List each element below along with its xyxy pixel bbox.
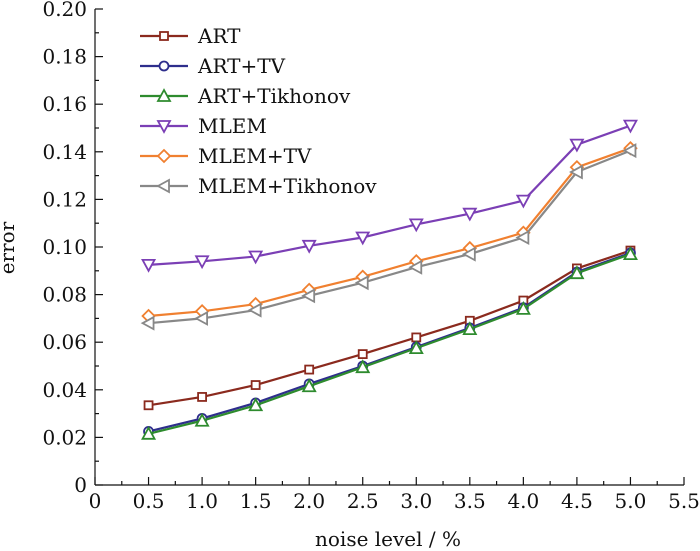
y-tick-label: 0.06: [42, 330, 87, 354]
y-tick-label: 0: [74, 473, 87, 497]
data-point-mlem-tikhonov: [569, 164, 583, 180]
ticks: 0 0.5 1.0 1.5 2.0 2.5 3.0 3.5 4.0 4.5 5.0 5.5 0 0.02 0…: [42, 0, 699, 513]
data-point-art-tikhonov: [462, 321, 478, 336]
legend: ART ART+TV ART+Tikhonov MLEM MLEM+TV MLEM+Tik…: [140, 24, 377, 198]
y-tick-label: 0.12: [42, 187, 87, 211]
series-art: [143, 245, 636, 411]
x-tick-label: 1.5: [240, 489, 272, 513]
x-tick-label: 4.5: [561, 489, 593, 513]
data-point-mlem-tikhonov: [354, 275, 369, 291]
data-point-art-tikhonov: [408, 340, 424, 355]
x-tick-label: 2.0: [293, 489, 325, 513]
data-point-art-tikhonov: [301, 378, 317, 393]
legend-item-art-tikhonov: ART+Tikhonov: [140, 84, 351, 108]
legend-label-mlem-tikhonov: MLEM+Tikhonov: [198, 174, 377, 198]
legend-marker-mlem-tv: [156, 148, 172, 164]
data-point-mlem: [301, 239, 317, 254]
data-point-art-tikhonov: [194, 412, 210, 427]
x-tick-label: 3.5: [454, 489, 486, 513]
x-axis-title: noise level / %: [315, 527, 461, 551]
y-tick-label: 0.04: [42, 378, 87, 402]
legend-item-art-tv: ART+TV: [140, 54, 286, 78]
x-tick-label: 0: [89, 489, 102, 513]
series-line-art-tikhonov: [148, 253, 631, 435]
data-point-mlem-tikhonov: [301, 288, 316, 304]
legend-item-mlem-tv: MLEM+TV: [140, 144, 312, 168]
legend-item-mlem-tikhonov: MLEM+Tikhonov: [140, 174, 377, 198]
y-tick-label: 0.14: [42, 140, 87, 164]
y-tick-label: 0.16: [42, 92, 87, 116]
data-point-art: [411, 332, 422, 343]
data-point-mlem: [141, 258, 157, 273]
x-tick-label: 4.0: [507, 489, 539, 513]
legend-marker-art: [159, 31, 169, 41]
y-tick-label: 0.08: [42, 283, 87, 307]
data-point-art-tikhonov: [515, 301, 531, 315]
data-point-mlem-tikhonov: [408, 259, 423, 275]
data-point-mlem-tikhonov: [461, 246, 476, 262]
data-point-art: [197, 392, 207, 402]
data-point-mlem: [194, 255, 210, 270]
legend-marker-mlem: [156, 120, 172, 134]
legend-item-art: ART: [140, 24, 241, 48]
series-line-mlem-tikhonov: [148, 149, 631, 325]
series-layer: [140, 119, 638, 440]
data-point-mlem: [408, 218, 424, 233]
x-tick-label: 3.0: [400, 489, 432, 513]
legend-label-mlem-tv: MLEM+TV: [198, 144, 312, 168]
series-mlem: [141, 119, 638, 273]
data-point-mlem-tikhonov: [622, 143, 637, 159]
data-point-art-tikhonov: [248, 397, 264, 412]
series-line-mlem: [148, 124, 631, 266]
legend-label-art: ART: [197, 24, 241, 48]
legend-label-art-tikhonov: ART+Tikhonov: [197, 84, 351, 108]
data-point-art-tikhonov: [622, 246, 638, 261]
x-tick-label: 1.0: [186, 489, 218, 513]
series-mlem-tikhonov: [140, 143, 637, 331]
data-point-mlem: [248, 250, 264, 265]
legend-label-art-tv: ART+TV: [197, 54, 286, 78]
data-point-art: [250, 380, 261, 390]
data-point-mlem: [515, 194, 531, 209]
x-tick-label: 5.5: [668, 489, 700, 513]
x-tick-label: 2.5: [347, 489, 379, 513]
data-point-mlem: [569, 138, 585, 153]
data-point-mlem-tikhonov: [515, 229, 530, 245]
series-art-tikhonov: [141, 246, 638, 440]
data-point-art: [143, 400, 154, 411]
legend-label-mlem: MLEM: [198, 114, 267, 138]
data-point-art-tikhonov: [569, 265, 585, 280]
legend-marker-art-tv: [158, 60, 170, 72]
x-tick-label: 5.0: [615, 489, 647, 513]
data-point-mlem: [355, 231, 371, 246]
data-point-mlem: [462, 207, 478, 222]
data-point-mlem-tikhonov: [140, 315, 155, 331]
data-point-art-tikhonov: [141, 425, 157, 440]
legend-marker-art-tikhonov: [156, 88, 172, 102]
data-point-art: [304, 364, 315, 375]
series-line-mlem-tv: [148, 147, 631, 318]
data-point-art-tikhonov: [355, 359, 371, 374]
data-point-mlem-tikhonov: [194, 310, 208, 326]
series-line-art: [148, 249, 631, 407]
data-point-mlem: [622, 119, 638, 134]
y-axis-title: error: [0, 221, 19, 274]
axes: [94, 9, 684, 486]
y-tick-label: 0.20: [42, 0, 87, 21]
x-tick-label: 0.5: [133, 489, 165, 513]
series-mlem-tv: [141, 140, 638, 324]
legend-item-mlem: MLEM: [140, 114, 267, 138]
y-tick-label: 0.10: [42, 235, 87, 259]
y-tick-label: 0.02: [42, 425, 87, 449]
data-point-mlem-tikhonov: [247, 302, 262, 318]
legend-marker-mlem-tikhonov: [156, 178, 170, 194]
y-tick-label: 0.18: [42, 45, 87, 69]
data-point-art: [357, 349, 368, 360]
